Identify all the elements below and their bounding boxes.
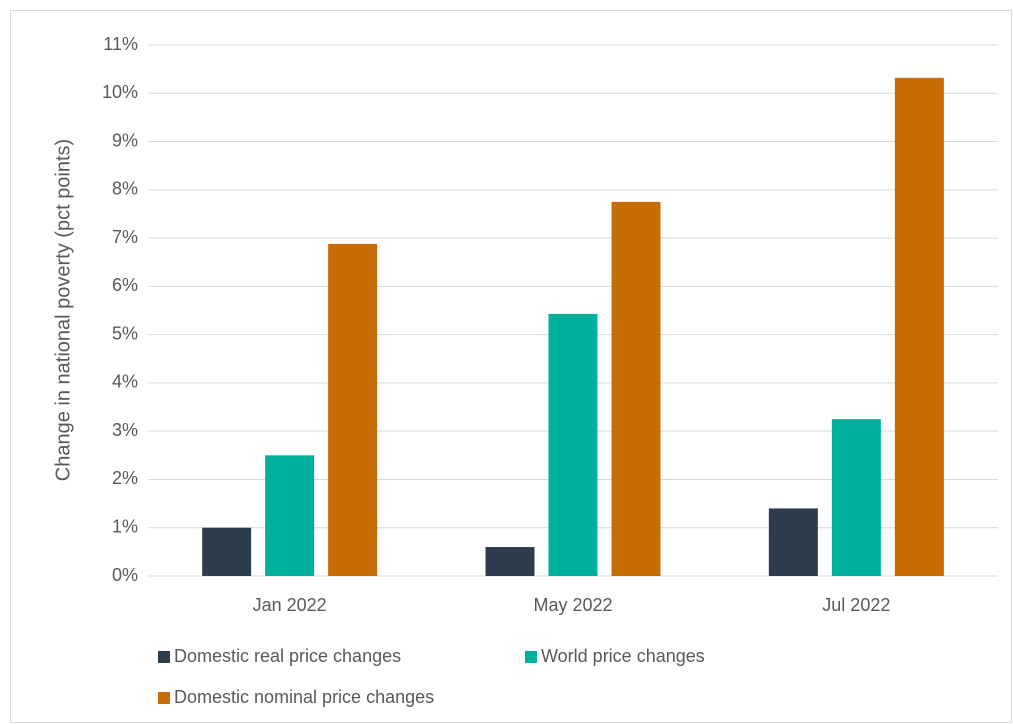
y-tick-label: 11%: [103, 34, 138, 54]
y-tick-label: 5%: [112, 323, 138, 343]
bar: [768, 508, 818, 576]
y-tick-label: 1%: [112, 516, 138, 536]
x-tick-label: Jul 2022: [822, 595, 890, 615]
x-tick-label: May 2022: [533, 595, 612, 615]
legend-swatch: [525, 651, 537, 663]
y-tick-label: 0%: [112, 565, 138, 585]
y-tick-label: 7%: [112, 227, 138, 247]
bar: [485, 547, 535, 576]
bar: [894, 77, 944, 577]
y-tick-label: 2%: [112, 468, 138, 488]
y-tick-label: 6%: [112, 275, 138, 295]
legend-swatch: [158, 692, 170, 704]
bar: [611, 201, 661, 577]
chart-frame: [10, 10, 1012, 723]
legend-label: Domestic real price changes: [174, 646, 401, 666]
x-tick-label: Jan 2022: [253, 595, 327, 615]
legend-label: Domestic nominal price changes: [174, 687, 434, 707]
bar: [548, 313, 598, 576]
bar: [328, 243, 378, 576]
y-tick-label: 10%: [102, 82, 138, 102]
legend-swatch: [158, 651, 170, 663]
y-tick-label: 3%: [112, 420, 138, 440]
y-tick-label: 8%: [112, 179, 138, 199]
bar: [202, 527, 252, 576]
y-tick-label: 4%: [112, 372, 138, 392]
bar: [831, 419, 881, 576]
legend-label: World price changes: [541, 646, 705, 666]
bar: [265, 455, 315, 576]
y-axis-label: Change in national poverty (pct points): [52, 139, 74, 481]
y-tick-label: 9%: [112, 130, 138, 150]
